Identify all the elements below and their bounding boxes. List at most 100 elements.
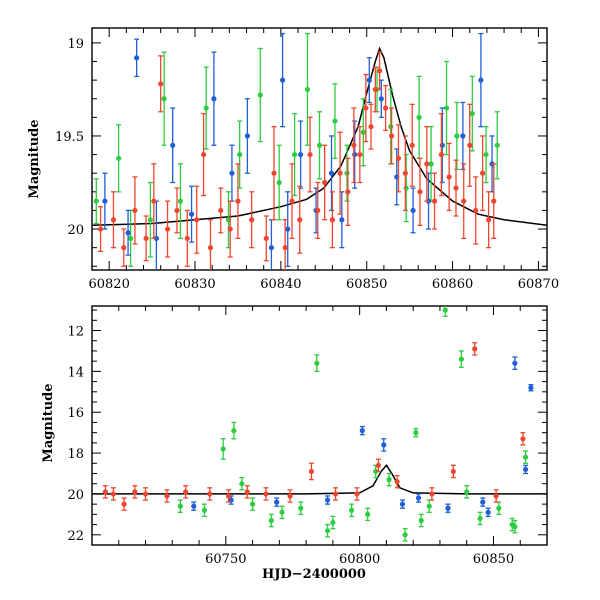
bottom-y-tick-label: 18 [67, 447, 84, 462]
top-red-point [438, 151, 445, 158]
top-blue-point [439, 142, 445, 148]
top-red-point [227, 226, 233, 232]
top-red-point [271, 170, 277, 176]
top-green-point [344, 170, 350, 176]
top-y-axis-label: Magnitude [27, 119, 42, 198]
top-green-point [203, 105, 209, 111]
top-green-point [469, 111, 475, 117]
top-red-point [121, 245, 127, 251]
top-green-point [428, 161, 434, 167]
top-red-point [218, 207, 224, 214]
top-red-point [158, 81, 164, 87]
top-blue-point [244, 133, 250, 139]
top-red-point [363, 105, 369, 111]
top-x-tick-label: 60860 [432, 277, 473, 292]
top-red-point [322, 179, 328, 186]
top-blue-point [211, 96, 217, 102]
bottom-green-point [477, 515, 483, 522]
top-red-point [409, 142, 415, 148]
top-red-point [473, 207, 479, 214]
top-blue-point [328, 170, 335, 176]
top-red-point [453, 185, 459, 191]
top-green-point [161, 96, 167, 102]
bottom-green-point [496, 505, 502, 511]
bottom-red-point [225, 493, 232, 499]
bottom-green-point [177, 503, 183, 509]
bottom-red-point [110, 491, 117, 497]
top-red-point [368, 124, 374, 130]
bottom-green-point [402, 532, 408, 538]
top-blue-point [153, 235, 159, 241]
top-red-point [282, 245, 288, 251]
top-red-point [357, 151, 363, 158]
top-red-point [174, 207, 180, 214]
top-red-point [486, 217, 492, 223]
top-green-point [316, 142, 323, 148]
bottom-x-tick-label: 60750 [205, 552, 246, 567]
top-x-tick-label: 60820 [88, 277, 129, 292]
bottom-green-point [268, 517, 274, 524]
top-blue-point [279, 77, 286, 83]
bottom-red-point [308, 468, 315, 475]
top-red-point [289, 198, 295, 204]
bottom-green-point [349, 507, 355, 513]
top-green-point [116, 155, 122, 161]
top-green-point [388, 124, 394, 130]
bottom-red-point [164, 493, 170, 499]
top-red-point [235, 198, 241, 204]
top-red-point [143, 235, 149, 241]
bottom-plot-frame [91, 305, 548, 546]
top-red-point [337, 170, 343, 176]
bottom-green-point [512, 524, 518, 530]
top-green-point [494, 142, 500, 148]
bottom-red-point [375, 462, 381, 468]
bottom-red-point [263, 491, 269, 497]
top-data-layer [92, 32, 547, 270]
top-red-point [307, 151, 313, 158]
top-red-point [249, 217, 255, 223]
top-red-point [132, 207, 138, 214]
top-red-point [402, 170, 408, 176]
top-blue-point [188, 211, 195, 217]
top-red-point [389, 133, 395, 139]
bottom-panel: 60750 60800 60850 12 14 16 18 20 22 [67, 305, 548, 567]
top-blue-point [134, 55, 140, 61]
top-red-point [431, 198, 438, 204]
bottom-green-point [442, 307, 448, 313]
top-green-point [257, 92, 263, 98]
top-blue-point [460, 133, 466, 139]
bottom-blue-point [359, 428, 365, 434]
top-red-point [372, 86, 378, 93]
bottom-y-axis-label: Magnitude [41, 383, 56, 462]
top-y-tick-label: 19.5 [55, 130, 84, 145]
top-red-point [151, 198, 157, 204]
top-x-tick-label: 60830 [174, 277, 215, 292]
bottom-green-point [298, 505, 304, 511]
top-red-point [467, 142, 473, 148]
bottom-green-point [231, 428, 237, 434]
bottom-blue-point [528, 385, 534, 391]
top-green-point [292, 151, 298, 158]
bottom-red-point [132, 489, 138, 495]
top-red-point [329, 217, 335, 223]
top-green-point [177, 198, 184, 204]
bottom-green-point [249, 501, 256, 507]
bottom-blue-point [480, 499, 486, 505]
top-blue-point [170, 142, 176, 148]
top-red-point [201, 151, 207, 158]
bottom-y-tick-label: 16 [67, 406, 84, 421]
top-red-point [424, 161, 430, 167]
bottom-red-point [121, 501, 127, 507]
bottom-red-point [429, 491, 435, 497]
top-red-point [297, 217, 303, 223]
top-green-point [304, 86, 311, 93]
bottom-red-point [244, 489, 250, 495]
top-blue-point [478, 77, 484, 83]
top-blue-point [352, 151, 358, 158]
bottom-green-point [201, 507, 208, 513]
bottom-blue-point [381, 442, 387, 448]
bottom-green-point [365, 511, 371, 517]
top-red-point [207, 245, 214, 251]
top-blue-point [285, 226, 291, 232]
top-red-point [164, 226, 171, 232]
